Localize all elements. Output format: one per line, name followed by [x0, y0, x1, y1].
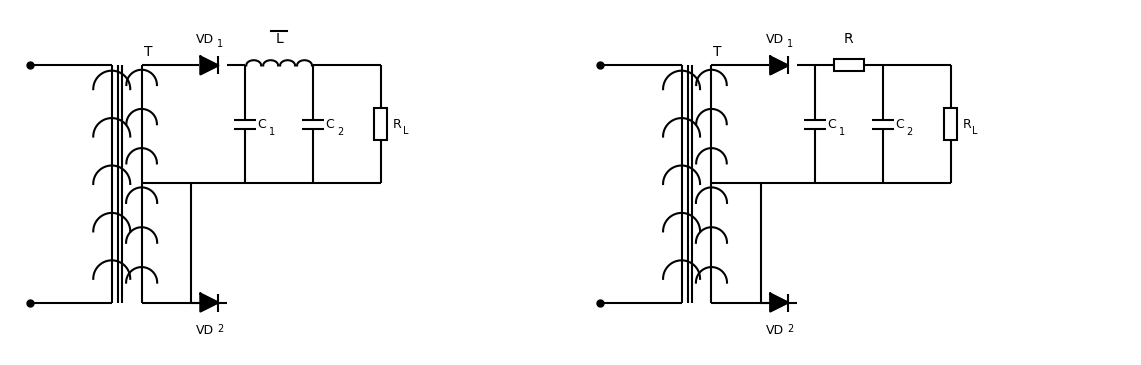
- Text: L: L: [275, 31, 283, 46]
- Text: C: C: [827, 118, 835, 131]
- Text: 2: 2: [907, 127, 913, 137]
- Text: C: C: [325, 118, 333, 131]
- Polygon shape: [201, 57, 218, 74]
- Bar: [374, 108, 387, 140]
- Text: L: L: [972, 126, 978, 136]
- Bar: [944, 108, 957, 140]
- Text: 1: 1: [217, 39, 224, 49]
- Text: 1: 1: [839, 127, 845, 137]
- Text: 1: 1: [269, 127, 275, 137]
- Text: T: T: [713, 46, 722, 59]
- Text: 1: 1: [787, 39, 793, 49]
- Text: R: R: [963, 118, 971, 131]
- Text: R: R: [393, 118, 402, 131]
- Polygon shape: [201, 293, 218, 311]
- Text: T: T: [144, 46, 152, 59]
- Text: 2: 2: [787, 324, 793, 334]
- Text: 2: 2: [337, 127, 343, 137]
- Text: C: C: [895, 118, 904, 131]
- Polygon shape: [770, 57, 788, 74]
- Text: L: L: [403, 126, 408, 136]
- Polygon shape: [770, 293, 788, 311]
- Text: VD: VD: [766, 324, 784, 338]
- Text: VD: VD: [766, 32, 784, 46]
- Text: C: C: [257, 118, 266, 131]
- Text: VD: VD: [196, 32, 215, 46]
- Bar: [834, 59, 864, 72]
- Text: R: R: [844, 31, 853, 46]
- Text: 2: 2: [217, 324, 224, 334]
- Text: VD: VD: [196, 324, 215, 338]
